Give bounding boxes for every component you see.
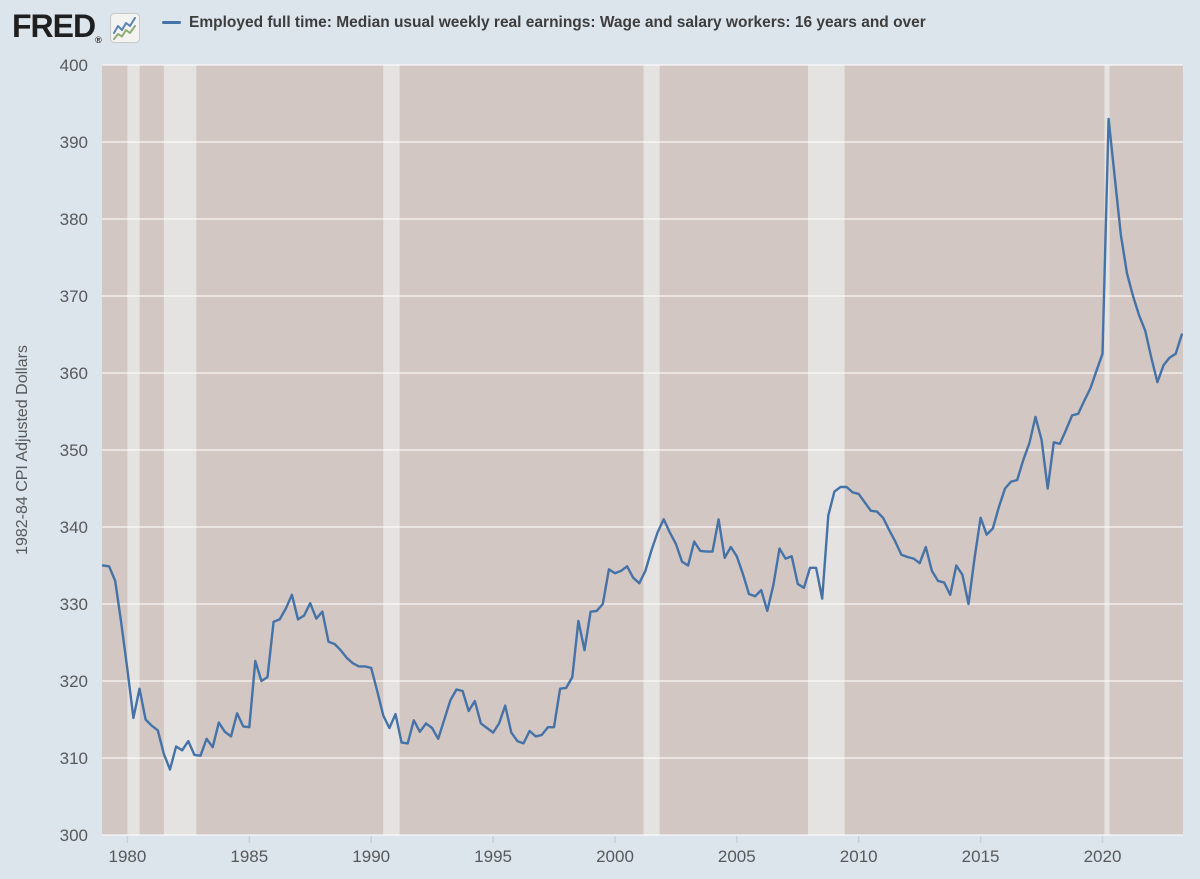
fred-logo-text: FRED bbox=[12, 8, 96, 44]
x-tick-label: 2000 bbox=[596, 847, 634, 866]
registered-trademark: ® bbox=[95, 35, 102, 45]
y-tick-label: 330 bbox=[60, 595, 88, 614]
y-tick-label: 370 bbox=[60, 287, 88, 306]
x-tick-label: 1985 bbox=[230, 847, 268, 866]
x-tick-label: 2005 bbox=[718, 847, 756, 866]
data-line[interactable] bbox=[101, 117, 1183, 771]
fred-sparkline-icon bbox=[110, 13, 140, 43]
chart-legend: Employed full time: Median usual weekly … bbox=[162, 12, 926, 34]
y-tick-label: 340 bbox=[60, 518, 88, 537]
y-tick-label: 360 bbox=[60, 364, 88, 383]
y-tick-label: 310 bbox=[60, 749, 88, 768]
y-tick-label: 390 bbox=[60, 133, 88, 152]
x-tick-label: 1980 bbox=[108, 847, 146, 866]
x-tick-label: 2015 bbox=[962, 847, 1000, 866]
y-tick-label: 320 bbox=[60, 672, 88, 691]
y-tick-label: 400 bbox=[60, 56, 88, 75]
x-tick-label: 1990 bbox=[352, 847, 390, 866]
y-tick-label: 300 bbox=[60, 826, 88, 845]
y-tick-label: 350 bbox=[60, 441, 88, 460]
y-axis-title: 1982-84 CPI Adjusted Dollars bbox=[14, 345, 31, 555]
x-tick-label: 2010 bbox=[840, 847, 878, 866]
legend-line-marker bbox=[162, 21, 181, 24]
x-tick-label: 2020 bbox=[1084, 847, 1122, 866]
x-tick-label: 1995 bbox=[474, 847, 512, 866]
legend-series-label: Employed full time: Median usual weekly … bbox=[189, 14, 926, 31]
fred-logo[interactable]: FRED® bbox=[12, 8, 102, 52]
y-tick-label: 380 bbox=[60, 210, 88, 229]
